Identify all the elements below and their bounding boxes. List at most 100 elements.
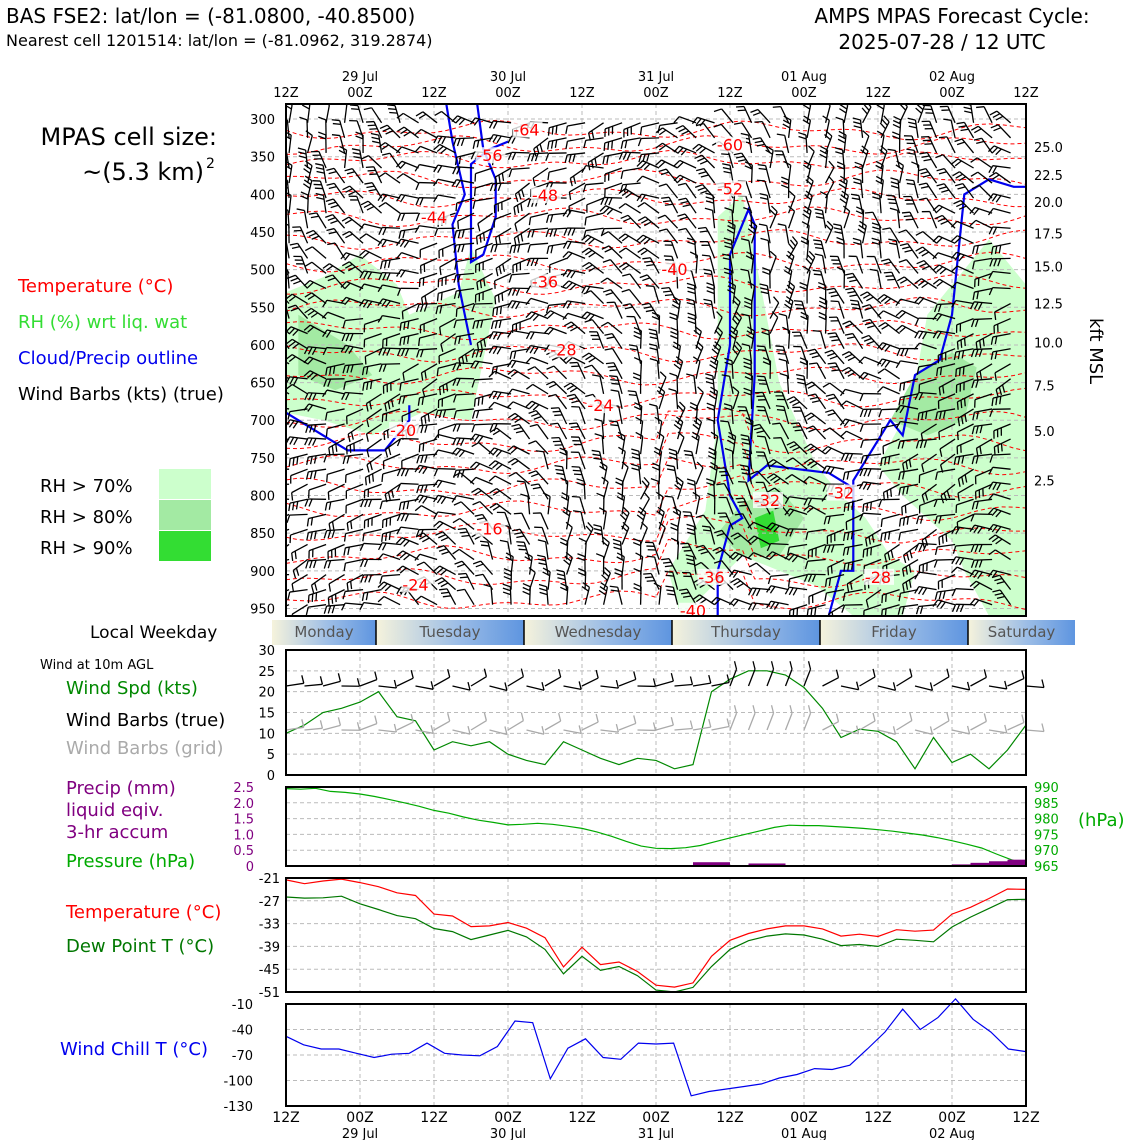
barb-flag [345,188,353,193]
wind-barb [346,574,364,592]
wind-barb [395,160,419,169]
barb-shaft [289,376,308,380]
barb-flag [480,544,490,547]
barb-flag [933,304,938,313]
barb-shaft [400,333,419,339]
barb-flag [475,236,479,245]
barb-flag [622,264,630,271]
barb-shaft [900,393,919,399]
barb-flag [498,319,502,329]
wind-barb [707,447,717,470]
barb-flag [328,201,337,206]
barb-flag [507,412,516,419]
wind-barb [765,145,774,169]
barb-flag [479,234,482,243]
barb-flag [863,293,871,299]
barb-shaft [527,496,531,515]
wind-barb [396,512,419,522]
barb-shaft [613,362,623,380]
barb-flag [963,106,972,110]
barb-flag [714,529,723,534]
barb-flag [915,246,923,252]
barb-flag [366,464,370,473]
barb-shaft [619,541,623,560]
barb-flag [659,371,667,378]
barb-shaft [864,356,882,365]
barb-shaft [402,112,419,124]
barb-flag [705,373,714,377]
barb-shaft [955,299,974,305]
wind-barb [601,231,623,244]
barb-shaft [928,136,938,154]
barb-shaft [616,421,623,440]
barb-flag [778,313,787,317]
barb-flag [440,582,449,588]
wind-barb [878,408,900,418]
barb-flag [694,184,703,189]
wind-barb [538,583,549,605]
barb-flag [939,411,942,420]
barb-flag [267,407,271,414]
barb-shaft [578,406,586,425]
barb-flag [662,200,672,203]
barb-shaft [937,312,956,320]
wind-barb [707,492,716,515]
wind-barb [527,227,549,238]
barb-shaft [919,378,937,385]
barb-flag [527,229,531,238]
barb-shaft [762,392,771,410]
barb-flag [290,277,299,282]
barb-shaft [942,154,956,169]
barb-flag [433,495,439,503]
barb-flag [350,431,354,440]
barb-flag [741,448,751,452]
barb-flag [646,555,655,558]
barb-flag [866,548,869,557]
wind-barb [328,513,345,532]
barb-shaft [731,210,734,229]
barb-flag [844,272,853,276]
wind-barb [514,182,530,203]
barb-flag [773,296,780,304]
barb-flag [345,263,353,269]
barb-flag [307,346,313,355]
barb-shaft [787,270,793,289]
barb-flag [839,104,848,110]
barb-shaft [905,229,919,244]
barb-flag [434,577,443,582]
barb-flag [322,299,328,308]
barb-flag [436,480,443,489]
wind-barb [601,567,611,590]
wind-barb [641,302,660,319]
barb-flag [377,315,383,323]
barb-shaft [901,324,919,335]
wind-barb [804,190,813,214]
barb-flag [344,282,351,290]
barb-flag [918,543,924,552]
barb-shaft [881,528,900,535]
barb-flag [440,536,449,542]
barb-shaft [825,166,835,184]
barb-flag [539,143,543,152]
wind-barb [287,304,309,320]
barb-shaft [363,283,382,290]
barb-flag [653,582,662,588]
barb-flag [716,326,723,333]
barb-shaft [511,348,530,353]
barb-flag [494,244,498,253]
barb-flag [631,448,640,452]
barb-flag [604,248,613,253]
barb-flag [602,570,610,578]
barb-flag [512,528,521,532]
wind-barb [932,235,956,244]
wind-barb [377,595,401,606]
barb-flag [433,143,441,151]
wind-barb [322,263,345,274]
barb-flag [339,145,347,151]
barb-flag [895,298,902,306]
barb-flag [828,396,837,401]
barb-flag [318,131,327,136]
barb-shaft [937,468,956,473]
barb-flag [323,454,328,463]
barb-flag [309,456,313,465]
